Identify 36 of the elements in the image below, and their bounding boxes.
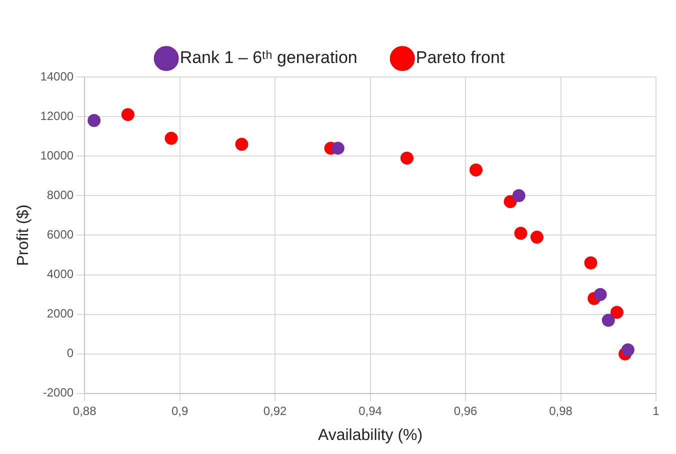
legend-label: Pareto front — [416, 48, 505, 68]
legend-label: Rank 1 – 6ᵗʰ generation — [180, 48, 358, 68]
point — [504, 195, 517, 208]
point — [331, 142, 344, 155]
y-tick-label: 14000 — [40, 69, 74, 84]
y-tick-label: 12000 — [40, 108, 74, 123]
point — [602, 314, 615, 327]
y-tick-label: -2000 — [42, 386, 74, 400]
x-axis-title: Availability (%) — [318, 426, 423, 444]
point — [621, 343, 634, 356]
x-tick-label: 0,92 — [263, 404, 288, 418]
point — [235, 138, 248, 151]
point — [610, 306, 624, 319]
x-tick-label: 0,88 — [72, 404, 97, 418]
y-tick-label: 2000 — [46, 306, 74, 321]
y-axis-title: Profit ($) — [15, 204, 32, 266]
x-tick-label: 0,9 — [171, 404, 188, 418]
y-tick-label: 0 — [66, 346, 74, 360]
point — [400, 152, 414, 165]
point — [594, 288, 607, 302]
point — [164, 132, 178, 145]
point — [514, 226, 528, 240]
point — [88, 114, 101, 128]
y-tick-label: 10000 — [40, 148, 74, 162]
y-tick-label: 6000 — [46, 228, 74, 242]
point — [121, 108, 134, 122]
y-tick-label: 4000 — [46, 267, 74, 282]
point — [512, 189, 526, 202]
point — [470, 163, 482, 176]
x-tick-label: 1 — [652, 404, 660, 418]
point — [584, 256, 598, 270]
x-tick-label: 0,98 — [549, 404, 573, 418]
point — [530, 230, 544, 244]
x-tick-label: 0,96 — [454, 404, 478, 418]
y-tick-label: 8000 — [46, 188, 74, 202]
x-tick-label: 0,94 — [358, 404, 382, 418]
